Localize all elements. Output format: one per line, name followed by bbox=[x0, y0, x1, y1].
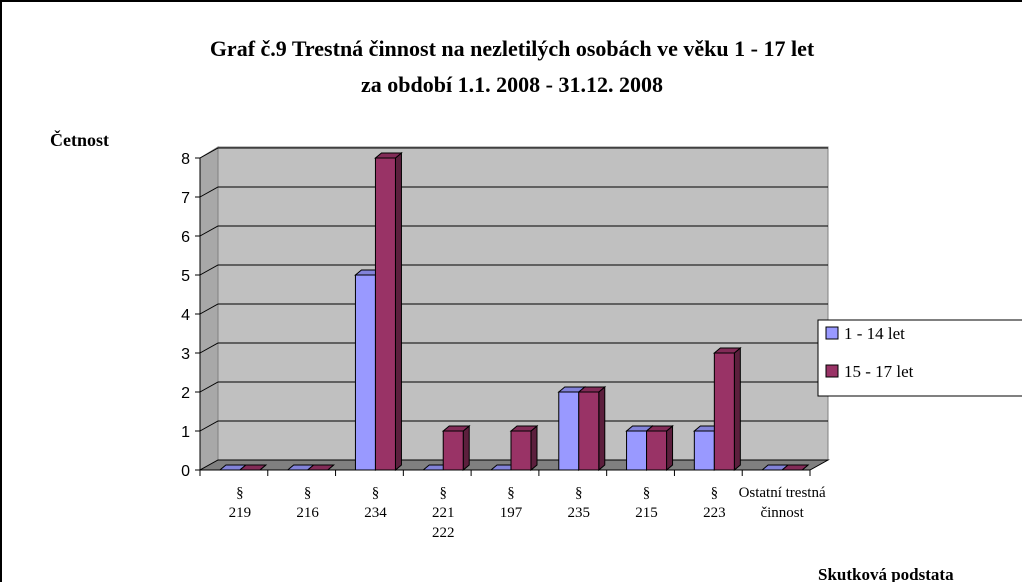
bar-front bbox=[374, 157, 396, 471]
y-tick-label: 2 bbox=[181, 385, 190, 402]
x-tick-label: § 197 bbox=[500, 485, 523, 521]
grid-line bbox=[199, 420, 828, 432]
bar-side bbox=[394, 151, 402, 472]
bar-front bbox=[510, 430, 532, 471]
legend-label: 15 - 17 let bbox=[844, 362, 914, 381]
chart-title: Graf č.9 Trestná činnost na nezletilých … bbox=[210, 36, 815, 61]
bar bbox=[374, 151, 403, 472]
grid-line bbox=[199, 225, 828, 237]
y-tick-label: 0 bbox=[181, 463, 190, 480]
x-tick-label: Ostatní trestná činnost bbox=[739, 485, 826, 521]
x-tick-label: § 223 bbox=[703, 485, 726, 521]
grid-line bbox=[199, 303, 828, 315]
chart-title: za období 1.1. 2008 - 31.12. 2008 bbox=[361, 72, 663, 97]
bar-front bbox=[693, 430, 715, 471]
bar-side bbox=[598, 385, 606, 472]
bar-front bbox=[442, 430, 464, 471]
y-tick-label: 7 bbox=[181, 190, 190, 207]
bar bbox=[577, 385, 607, 472]
bar bbox=[441, 424, 471, 472]
bar-front bbox=[354, 274, 376, 471]
legend-label: 1 - 14 let bbox=[844, 324, 905, 343]
x-tick-label: § 215 bbox=[635, 485, 658, 521]
x-tick-label: § 219 bbox=[229, 485, 252, 521]
y-tick-label: 1 bbox=[181, 424, 190, 441]
legend-swatch bbox=[825, 364, 839, 378]
bar-side bbox=[462, 424, 470, 472]
bar-side bbox=[666, 424, 674, 472]
y-tick-label: 8 bbox=[181, 151, 190, 168]
bar-front bbox=[713, 352, 735, 471]
grid-line bbox=[199, 264, 828, 276]
legend-swatch bbox=[825, 326, 839, 340]
x-axis-title: Skutková podstata bbox=[818, 565, 954, 582]
x-tick-label: § 234 bbox=[364, 485, 387, 521]
bar-front bbox=[558, 391, 580, 471]
y-tick-label: 3 bbox=[181, 346, 190, 363]
grid-line bbox=[199, 381, 828, 393]
grid-line bbox=[199, 186, 828, 198]
y-tick-label: 6 bbox=[181, 229, 190, 246]
bar-front bbox=[626, 430, 648, 471]
y-axis-title: Četnost bbox=[50, 129, 109, 150]
bar bbox=[509, 424, 539, 472]
bar bbox=[712, 346, 742, 472]
bar bbox=[780, 464, 810, 471]
x-tick-label: § 216 bbox=[296, 485, 319, 521]
bar bbox=[306, 464, 336, 471]
y-tick-label: 4 bbox=[181, 307, 190, 324]
legend-box bbox=[817, 319, 1022, 397]
bar bbox=[238, 464, 268, 471]
grid-line bbox=[199, 342, 828, 354]
bar-front bbox=[646, 430, 668, 471]
bar bbox=[645, 424, 674, 472]
y-tick-label: 5 bbox=[181, 268, 190, 285]
x-tick-label: § 221 222 bbox=[432, 485, 455, 541]
bar-side bbox=[733, 346, 741, 472]
bar-front bbox=[578, 391, 600, 471]
bar-side bbox=[530, 424, 538, 472]
x-tick-label: § 235 bbox=[568, 485, 591, 521]
grid-line bbox=[199, 147, 828, 159]
